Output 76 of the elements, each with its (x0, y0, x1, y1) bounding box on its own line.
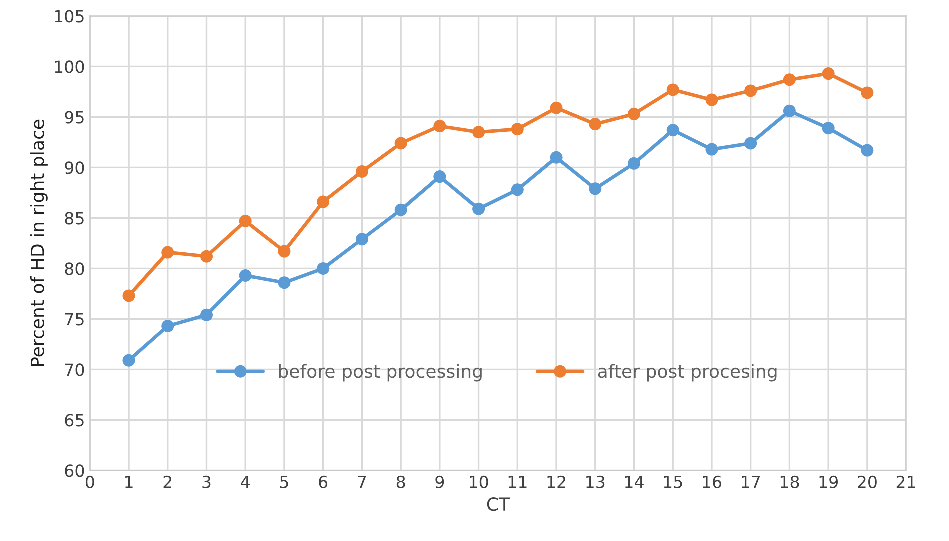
point (278, 276, 291, 290)
point (550, 151, 563, 164)
legend-label: after post procesing (598, 364, 777, 382)
point (239, 214, 252, 228)
x-tick-label: 1 (126, 476, 133, 488)
point (162, 320, 174, 333)
y-tick-label: 90 (65, 162, 84, 174)
point (822, 122, 835, 135)
point (434, 120, 446, 133)
legend-label: before post processing (279, 364, 482, 382)
x-tick-label: 5 (280, 476, 288, 488)
x-tick-label: 10 (470, 476, 488, 488)
x-tick-label: 7 (358, 476, 366, 488)
x-tick-label: 20 (858, 476, 877, 488)
point (511, 184, 524, 196)
x-tick-label: 8 (396, 476, 406, 488)
x-axis-title: CT (487, 498, 510, 512)
point (434, 170, 446, 184)
point (589, 118, 602, 131)
point (589, 182, 602, 196)
x-tick-label: 9 (436, 476, 444, 488)
x-tick-label: 11 (508, 476, 527, 488)
point (200, 308, 213, 322)
x-tick-label: 0 (86, 476, 94, 488)
x-tick-label: 19 (820, 476, 838, 488)
point (511, 123, 524, 136)
y-tick-label: 75 (65, 313, 84, 326)
point (356, 233, 368, 246)
point (162, 246, 174, 259)
point (317, 262, 330, 275)
point (122, 354, 136, 367)
x-tick-label: 3 (202, 476, 211, 488)
y-tick-label: 100 (55, 60, 84, 74)
point (394, 137, 408, 150)
point (783, 74, 796, 86)
x-tick-label: 12 (548, 476, 566, 488)
x-tick-label: 15 (664, 476, 682, 488)
point (239, 270, 252, 282)
point (550, 102, 563, 114)
y-tick-label: 65 (65, 414, 84, 427)
point (666, 84, 680, 96)
point (394, 204, 408, 216)
point (278, 245, 291, 258)
y-tick-label: 95 (65, 111, 84, 124)
x-tick-label: 18 (780, 476, 800, 488)
point (706, 94, 718, 106)
y-axis-title: Percent of HD in right place (30, 120, 48, 366)
y-tick-label: 80 (65, 262, 84, 276)
y-tick-label: 70 (65, 364, 84, 376)
point (783, 104, 796, 118)
x-tick-label: 6 (319, 476, 328, 488)
point (666, 124, 680, 137)
x-tick-label: 14 (625, 476, 644, 488)
point (861, 144, 874, 157)
point (472, 202, 486, 216)
point (822, 68, 835, 80)
point (744, 84, 758, 98)
x-tick-label: 13 (586, 476, 605, 488)
x-tick-label: 21 (896, 476, 916, 488)
point (356, 166, 368, 178)
x-tick-label: 16 (703, 476, 722, 488)
point (200, 250, 213, 263)
y-tick-label: 85 (65, 212, 84, 225)
x-tick-label: 17 (742, 476, 760, 488)
point (122, 290, 136, 302)
point (861, 86, 874, 100)
point (628, 108, 640, 120)
point (317, 196, 330, 208)
x-tick-label: 4 (241, 476, 250, 488)
y-tick-label: 105 (55, 10, 84, 23)
point (744, 137, 758, 150)
point (706, 143, 718, 156)
y-tick-label: 60 (65, 464, 84, 478)
point (472, 126, 486, 139)
x-tick-label: 2 (164, 476, 172, 488)
point (628, 157, 640, 170)
